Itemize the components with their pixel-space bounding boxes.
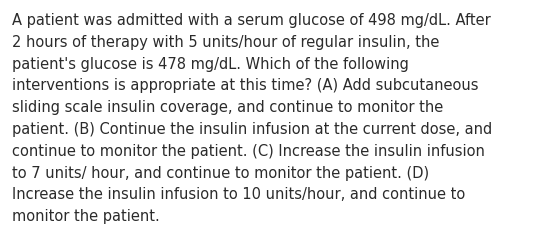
Text: continue to monitor the patient. (C) Increase the insulin infusion: continue to monitor the patient. (C) Inc… (12, 143, 485, 158)
Text: Increase the insulin infusion to 10 units/hour, and continue to: Increase the insulin infusion to 10 unit… (12, 187, 465, 202)
Text: to 7 units/ hour, and continue to monitor the patient. (D): to 7 units/ hour, and continue to monito… (12, 165, 429, 180)
Text: patient's glucose is 478 mg/dL. Which of the following: patient's glucose is 478 mg/dL. Which of… (12, 56, 409, 71)
Text: patient. (B) Continue the insulin infusion at the current dose, and: patient. (B) Continue the insulin infusi… (12, 122, 492, 136)
Text: 2 hours of therapy with 5 units/hour of regular insulin, the: 2 hours of therapy with 5 units/hour of … (12, 35, 439, 50)
Text: A patient was admitted with a serum glucose of 498 mg/dL. After: A patient was admitted with a serum gluc… (12, 13, 490, 28)
Text: monitor the patient.: monitor the patient. (12, 208, 160, 223)
Text: sliding scale insulin coverage, and continue to monitor the: sliding scale insulin coverage, and cont… (12, 100, 443, 115)
Text: interventions is appropriate at this time? (A) Add subcutaneous: interventions is appropriate at this tim… (12, 78, 479, 93)
